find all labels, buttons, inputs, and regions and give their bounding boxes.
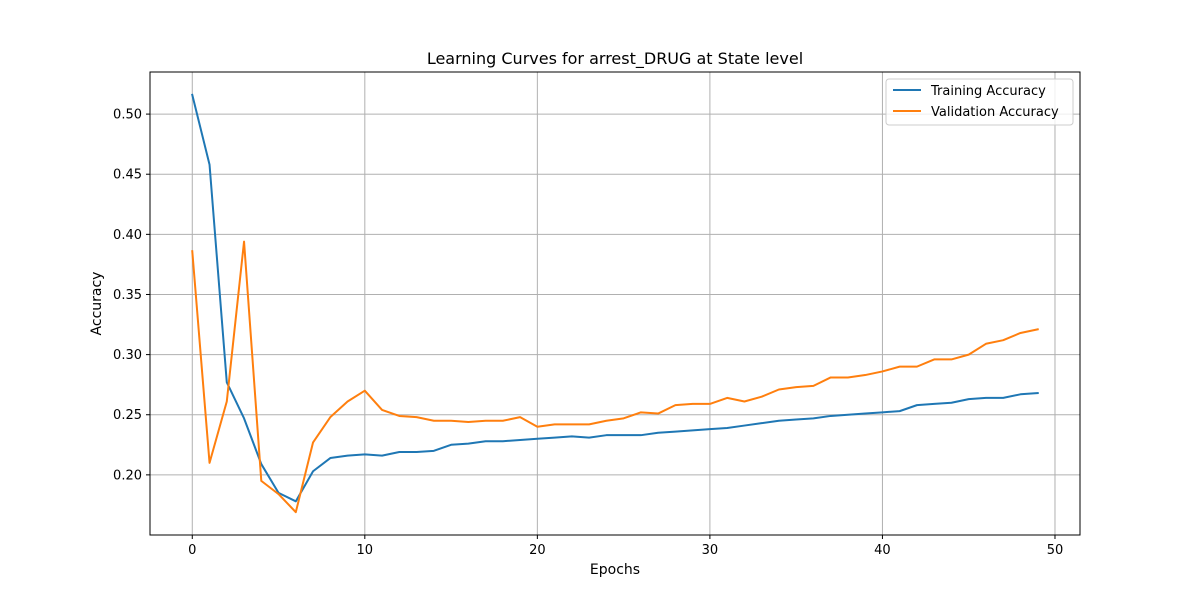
x-tick-label: 10 [357,543,374,558]
y-tick-label: 0.45 [113,168,142,183]
legend-label-validation: Validation Accuracy [931,105,1059,120]
series-line-validation-accuracy [191,240,1039,514]
x-tick-label: 50 [1047,543,1064,558]
series-line-training-accuracy [191,93,1039,503]
y-tick-label: 0.50 [113,108,142,123]
y-tick-label: 0.35 [113,288,142,303]
x-tick-label: 0 [188,543,196,558]
y-tick-label: 0.40 [113,228,142,243]
grid [150,72,1080,535]
y-tick-label: 0.30 [113,348,142,363]
legend-label-training: Training Accuracy [930,84,1046,99]
chart-title: Learning Curves for arrest_DRUG at State… [427,49,803,69]
series-lines [191,93,1039,514]
legend: Training Accuracy Validation Accuracy [885,78,1074,126]
plot-frame [149,71,1081,536]
x-axis-ticks: 0 10 20 30 40 50 [188,535,1063,558]
y-tick-label: 0.25 [113,408,142,423]
x-tick-label: 20 [529,543,546,558]
legend-box [885,78,1074,126]
y-axis-ticks: 0.20 0.25 0.30 0.35 0.40 0.45 0.50 [113,108,150,483]
x-tick-label: 40 [874,543,891,558]
y-axis-label: Accuracy [89,272,105,336]
x-tick-label: 30 [702,543,719,558]
y-tick-label: 0.20 [113,468,142,483]
x-axis-label: Epochs [590,562,640,578]
